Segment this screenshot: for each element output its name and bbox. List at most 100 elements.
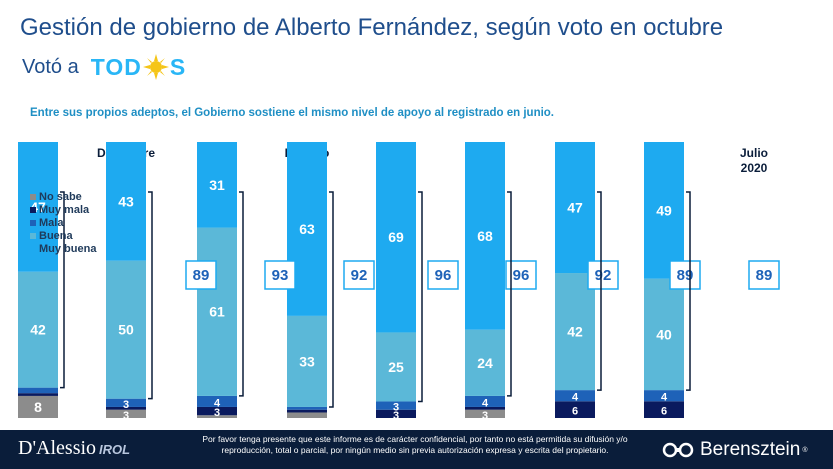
bar-segment [18, 142, 58, 272]
legend: No sabe Muy mala Mala Buena Muy buena [30, 190, 96, 255]
data-label: 31 [209, 177, 225, 193]
bar-segment [376, 142, 416, 333]
positive-total-box [748, 260, 780, 290]
data-label: 3 [482, 410, 488, 422]
data-label: 40 [656, 326, 672, 342]
data-label: 8 [34, 399, 42, 415]
data-label: 25 [388, 359, 404, 375]
berensztein-logo: Berensztein ® [662, 439, 808, 461]
footer: D'Alessio IROL Por favor tenga presente q… [0, 430, 833, 469]
chart-subtitle: Entre sus propios adeptos, el Gobierno s… [30, 107, 555, 119]
voto-row: Votó a TOD S [22, 54, 186, 80]
confidentiality-note: Por favor tenga presente que este inform… [202, 434, 628, 455]
bar-segment [197, 142, 237, 228]
data-label: 42 [30, 322, 46, 338]
legend-swatch [30, 193, 36, 200]
dalessio-irol-logo: D'Alessio IROL [18, 437, 130, 460]
bar-segment [644, 390, 684, 402]
data-label: 24 [477, 355, 493, 371]
bar-segment [555, 273, 595, 391]
legend-item: No sabe [30, 190, 96, 203]
brand-left-text: D'Alessio [18, 437, 97, 459]
legend-item: Muy buena [30, 242, 96, 255]
category-label: Julio 2020 [740, 146, 768, 175]
bar-segment [197, 227, 237, 396]
positive-total-label: 92 [351, 267, 368, 284]
bar-segment [555, 401, 595, 418]
bar-segment [106, 398, 146, 407]
bar-segment [287, 406, 327, 410]
bar-segment [287, 412, 327, 418]
data-label: 3 [123, 399, 129, 411]
legend-label: Mala [39, 216, 64, 229]
positive-total-box [343, 260, 375, 290]
bar-segment [106, 260, 146, 399]
data-label: 47 [567, 200, 583, 216]
data-label: 6 [661, 406, 667, 418]
bar-segment [376, 401, 416, 410]
positive-bracket [239, 191, 244, 397]
bar-segment [106, 142, 146, 261]
legend-swatch [30, 232, 36, 239]
legend-label: Buena [39, 229, 73, 242]
data-label: 4 [482, 397, 489, 409]
data-label: 42 [567, 324, 583, 340]
stacked-bar-chart: 84247Diciembre2019335043Enero2020346131F… [18, 142, 780, 422]
positive-total-label: 89 [677, 267, 694, 284]
bar-segment [197, 406, 237, 416]
positive-bracket [507, 191, 512, 397]
legend-label: Muy buena [39, 242, 97, 255]
positive-bracket [148, 191, 153, 400]
positive-total-box [185, 260, 217, 290]
positive-total-box [427, 260, 459, 290]
bar-segment [555, 390, 595, 402]
legend-swatch [30, 219, 36, 226]
brand-right-text: Berensztein [700, 439, 801, 460]
positive-total-label: 92 [595, 267, 612, 284]
bar-segment [376, 409, 416, 418]
data-label: 3 [393, 410, 399, 422]
data-label: 33 [299, 353, 315, 369]
category-label-line: Julio [740, 146, 768, 160]
positive-total-label: 93 [272, 267, 289, 284]
bar-segment [465, 329, 505, 396]
positive-bracket [60, 191, 65, 389]
bar-segment [465, 395, 505, 407]
bar-segment [18, 271, 58, 388]
positive-bracket [329, 191, 334, 408]
data-label: 3 [123, 410, 129, 422]
bar-segment [18, 387, 58, 394]
positive-bracket [597, 191, 602, 391]
bar-segment [644, 278, 684, 391]
data-label: 4 [214, 397, 221, 409]
bar-segment [555, 142, 595, 274]
data-label: 68 [477, 228, 493, 244]
data-label: 63 [299, 221, 315, 237]
bar-segment [197, 415, 237, 418]
bar-segment [287, 315, 327, 407]
bar-segment [18, 393, 58, 396]
voto-label: Votó a [22, 55, 79, 78]
positive-total-box [669, 260, 701, 290]
data-label: 6 [572, 406, 578, 418]
data-label: 43 [118, 193, 134, 209]
data-label: 3 [393, 402, 399, 414]
legend-label: Muy mala [39, 203, 90, 216]
category-label-line: 2020 [741, 161, 768, 175]
legend-item: Muy mala [30, 203, 96, 216]
bar-segment [287, 409, 327, 413]
positive-bracket [418, 191, 423, 403]
bar-segment [376, 332, 416, 402]
positive-total-label: 96 [513, 267, 530, 284]
data-label: 4 [661, 392, 668, 404]
bar-segment [106, 409, 146, 418]
berensztein-mark-icon [662, 442, 694, 458]
chart-title: Gestión de gobierno de Alberto Fernández… [20, 14, 724, 41]
positive-total-label: 96 [435, 267, 452, 284]
legend-item: Mala [30, 216, 96, 229]
sun-icon [142, 54, 169, 80]
bar-segment [644, 142, 684, 279]
data-label: 49 [656, 202, 672, 218]
data-label: 69 [388, 229, 404, 245]
positive-total-box [264, 260, 296, 290]
